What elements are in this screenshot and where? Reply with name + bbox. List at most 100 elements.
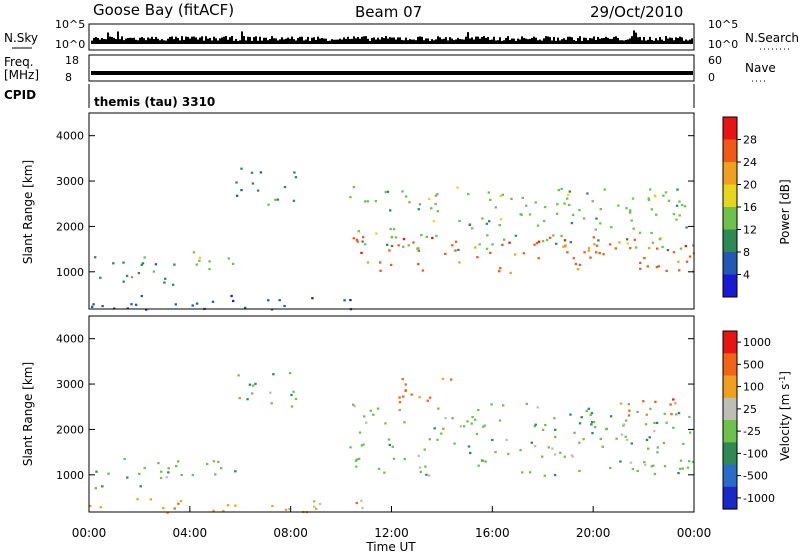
echo-cell (397, 244, 400, 247)
echo-cell (240, 189, 243, 192)
colorbar-segment (723, 117, 737, 140)
echo-cell (677, 412, 681, 415)
nsky-sample (645, 40, 647, 44)
echo-cell (679, 247, 683, 250)
nsky-sample (491, 39, 493, 44)
nsky-sample (517, 38, 519, 44)
nsky-sample (529, 38, 531, 44)
echo-cell (432, 220, 436, 223)
echo-cell (666, 249, 670, 252)
echo-cell (457, 248, 460, 251)
echo-cell (548, 236, 552, 239)
nsky-sample (299, 36, 301, 44)
echo-cell (541, 455, 544, 458)
nsky-sample (205, 36, 207, 44)
echo-cell (234, 504, 237, 507)
nsearch-tick-top: 10^5 (708, 18, 738, 31)
echo-cell (137, 272, 141, 275)
nsky-sample (305, 39, 307, 44)
nsky-sample (411, 39, 413, 44)
echo-cell (352, 403, 355, 406)
echo-cell (510, 197, 513, 200)
echo-cell (501, 243, 504, 246)
nsky-sample (93, 37, 95, 44)
echo-cell (639, 261, 642, 264)
nsky-sample (471, 37, 473, 44)
colorbar-tick-label: 16 (743, 201, 757, 214)
echo-cell (499, 194, 502, 197)
echo-cell (528, 213, 532, 216)
nsky-sample (339, 38, 341, 44)
nsky-sample (373, 37, 375, 44)
echo-cell (402, 238, 406, 241)
echo-cell (417, 249, 420, 252)
nsky-sample (271, 36, 273, 44)
echo-cell (491, 438, 494, 442)
echo-cell (478, 243, 481, 246)
echo-cell (383, 471, 386, 474)
echo-cell (669, 403, 672, 406)
echo-cell (101, 485, 104, 488)
echo-cell (376, 407, 380, 410)
nsky-sample (593, 36, 595, 44)
echo-cell (595, 244, 599, 247)
nsky-sample (643, 36, 645, 44)
echo-cell (358, 431, 362, 434)
echo-cell (494, 206, 497, 209)
nsky-sample (669, 37, 671, 44)
echo-cell (537, 257, 540, 260)
nsky-sample (543, 38, 545, 44)
echo-cell (361, 507, 364, 510)
echo-cell (672, 213, 676, 216)
echo-cell (112, 262, 115, 265)
colorbar-tick-label: 28 (743, 134, 757, 147)
nsky-sample (235, 38, 237, 44)
echo-cell (672, 426, 675, 429)
echo-cell (605, 428, 608, 431)
echo-cell (143, 466, 146, 470)
nsky-sample (327, 40, 329, 44)
echo-cell (138, 472, 141, 475)
nsky-sample (551, 40, 553, 44)
echo-cell (474, 246, 477, 249)
nave-label: Nave (745, 61, 776, 75)
echo-cell (349, 446, 352, 449)
echo-cell (667, 199, 671, 202)
nsky-sample (401, 39, 403, 44)
echo-cell (644, 463, 647, 466)
power-echo-cells (91, 167, 695, 311)
nsky-sample (531, 37, 533, 44)
echo-cell (227, 257, 230, 260)
nsky-sample (611, 38, 613, 44)
echo-cell (508, 241, 511, 244)
echo-cell (232, 299, 235, 303)
nsky-sample (389, 37, 391, 44)
nsky-sample (415, 40, 417, 44)
echo-cell (467, 445, 471, 448)
nsky-sample (349, 38, 351, 44)
echo-cell (141, 262, 145, 265)
nsky-sample (311, 37, 313, 44)
echo-cell (670, 413, 673, 416)
echo-cell (157, 462, 160, 465)
echo-cell (428, 197, 431, 200)
nsky-sample (617, 37, 619, 44)
echo-cell (609, 466, 612, 469)
echo-cell (525, 402, 528, 405)
x-tick-label: 12:00 (374, 526, 409, 540)
echo-cell (552, 234, 555, 237)
echo-cell (563, 239, 567, 242)
nsky-sample (621, 40, 623, 44)
nsky-label: N.Sky (4, 31, 38, 45)
echo-cell (675, 413, 678, 416)
echo-cell (177, 460, 180, 463)
echo-cell (686, 466, 690, 469)
nsky-sample (105, 39, 107, 44)
nsky-sample (443, 38, 445, 44)
echo-cell (363, 415, 366, 418)
y-tick-label: 2000 (56, 220, 84, 233)
nsky-sample (121, 36, 123, 44)
nsky-sample (589, 38, 591, 44)
echo-cell (450, 378, 453, 381)
echo-cell (535, 242, 539, 245)
